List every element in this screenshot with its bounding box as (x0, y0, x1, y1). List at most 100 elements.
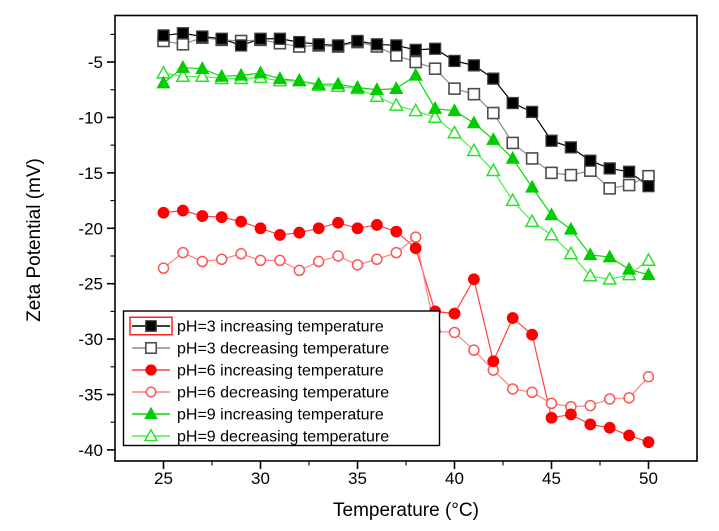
data-marker-square-filled (254, 32, 267, 45)
data-marker-triangle-open (427, 109, 443, 124)
y-tick-label: -35 (78, 386, 103, 405)
y-tick-label: -30 (78, 330, 103, 349)
data-marker-circle-open (584, 399, 597, 412)
data-marker-square-filled (525, 105, 539, 119)
data-marker-triangle-filled (466, 115, 481, 129)
data-marker-square-filled (234, 39, 248, 52)
data-marker-circle-open (312, 255, 325, 268)
data-marker-circle-open (351, 259, 364, 271)
data-marker-circle-open (623, 392, 635, 404)
legend-box (122, 310, 441, 447)
legend-label: pH=9 increasing temperature (177, 407, 384, 424)
data-marker-triangle-open (408, 102, 424, 117)
data-marker-triangle-filled (175, 60, 190, 73)
data-marker-circle-filled (332, 216, 345, 229)
legend-label: pH=3 decreasing temperature (177, 341, 389, 358)
data-marker-circle-open (157, 262, 170, 274)
data-marker-circle-open (235, 248, 247, 260)
data-marker-square-open (176, 38, 190, 51)
data-marker-triangle-open (485, 162, 501, 177)
data-marker-triangle-open (194, 68, 210, 83)
data-marker-triangle-open (582, 267, 598, 282)
series-markers-2 (157, 204, 655, 449)
data-marker-square-filled (370, 38, 384, 51)
data-marker-triangle-open (143, 428, 159, 442)
series-markers-4 (156, 60, 656, 281)
data-marker-circle-filled (565, 408, 577, 421)
data-marker-circle-filled (254, 222, 267, 235)
data-marker-circle-filled (584, 418, 597, 431)
data-marker-triangle-filled (292, 73, 307, 87)
data-marker-triangle-open (447, 124, 462, 139)
series-line-0 (163, 32, 649, 187)
y-tick-label: -40 (78, 441, 103, 460)
plot-frame (114, 14, 698, 462)
series-markers-5 (156, 65, 656, 285)
data-marker-triangle-open (602, 271, 618, 285)
data-marker-circle-open (448, 326, 461, 339)
data-marker-square-filled (390, 39, 403, 52)
data-marker-triangle-filled (311, 76, 326, 90)
data-marker-square-open (467, 87, 481, 101)
data-marker-triangle-filled (272, 71, 287, 84)
data-marker-circle-filled (312, 222, 325, 235)
data-marker-circle-filled (526, 328, 538, 341)
data-marker-square-filled (409, 43, 422, 57)
data-marker-circle-open (642, 371, 655, 383)
legend-entry-0: pH=3 increasing temperature (132, 319, 384, 336)
data-marker-triangle-filled (563, 221, 578, 235)
data-marker-square-filled (428, 42, 442, 55)
data-marker-triangle-filled (408, 67, 423, 81)
data-marker-square-open (525, 152, 539, 165)
y-tick-label: -10 (78, 108, 103, 127)
legend-entry-3: pH=6 decreasing temperature (132, 385, 389, 402)
data-marker-triangle-open (524, 213, 540, 228)
data-marker-triangle-open (388, 97, 404, 111)
data-marker-triangle-filled (622, 261, 637, 275)
data-marker-square-open (603, 182, 617, 195)
data-marker-square-open (622, 178, 636, 192)
data-marker-square-filled (622, 165, 636, 178)
data-marker-square-filled (157, 29, 170, 42)
data-marker-circle-filled (157, 206, 170, 219)
data-marker-square-filled (467, 59, 481, 72)
data-marker-triangle-filled (234, 67, 249, 81)
data-marker-circle-open (274, 254, 286, 267)
legend-label: pH=9 decreasing temperature (177, 429, 389, 446)
data-marker-triangle-filled (505, 150, 520, 164)
data-marker-triangle-open (369, 88, 385, 102)
data-marker-circle-filled (196, 210, 209, 222)
legend-selection-highlight (129, 316, 173, 336)
data-marker-circle-filled (603, 421, 616, 434)
data-marker-triangle-filled (428, 101, 443, 114)
data-marker-triangle-filled (544, 207, 559, 221)
data-marker-triangle-filled (369, 82, 384, 96)
legend-entry-5: pH=9 decreasing temperature (132, 428, 389, 446)
x-tick-label: 40 (445, 469, 464, 488)
data-marker-triangle-filled (486, 132, 501, 145)
data-marker-triangle-filled (331, 76, 346, 90)
legend-entry-4: pH=9 increasing temperature (132, 407, 384, 424)
data-marker-circle-filled (274, 229, 286, 241)
data-marker-circle-open (371, 253, 383, 266)
legend: pH=3 increasing temperature pH=3 decreasi… (122, 310, 441, 447)
data-marker-square-filled (584, 154, 597, 167)
data-marker-triangle-filled (156, 75, 171, 89)
data-marker-triangle-filled (350, 79, 365, 93)
data-marker-circle-filled (145, 364, 157, 376)
data-marker-circle-open (468, 344, 480, 356)
data-marker-circle-filled (448, 307, 461, 320)
x-axis-title: Temperature (°C) (333, 500, 479, 521)
data-marker-circle-filled (235, 215, 248, 228)
data-marker-circle-open (332, 250, 344, 262)
data-marker-square-filled (564, 141, 578, 154)
data-marker-circle-filled (351, 222, 364, 235)
legend-entry-1: pH=3 decreasing temperature (132, 341, 389, 358)
x-tick-label: 25 (154, 469, 173, 488)
data-marker-circle-open (390, 246, 403, 259)
data-marker-circle-filled (215, 211, 228, 224)
data-marker-triangle-filled (525, 179, 540, 193)
data-marker-square-open (448, 82, 461, 95)
data-marker-circle-filled (623, 429, 635, 442)
